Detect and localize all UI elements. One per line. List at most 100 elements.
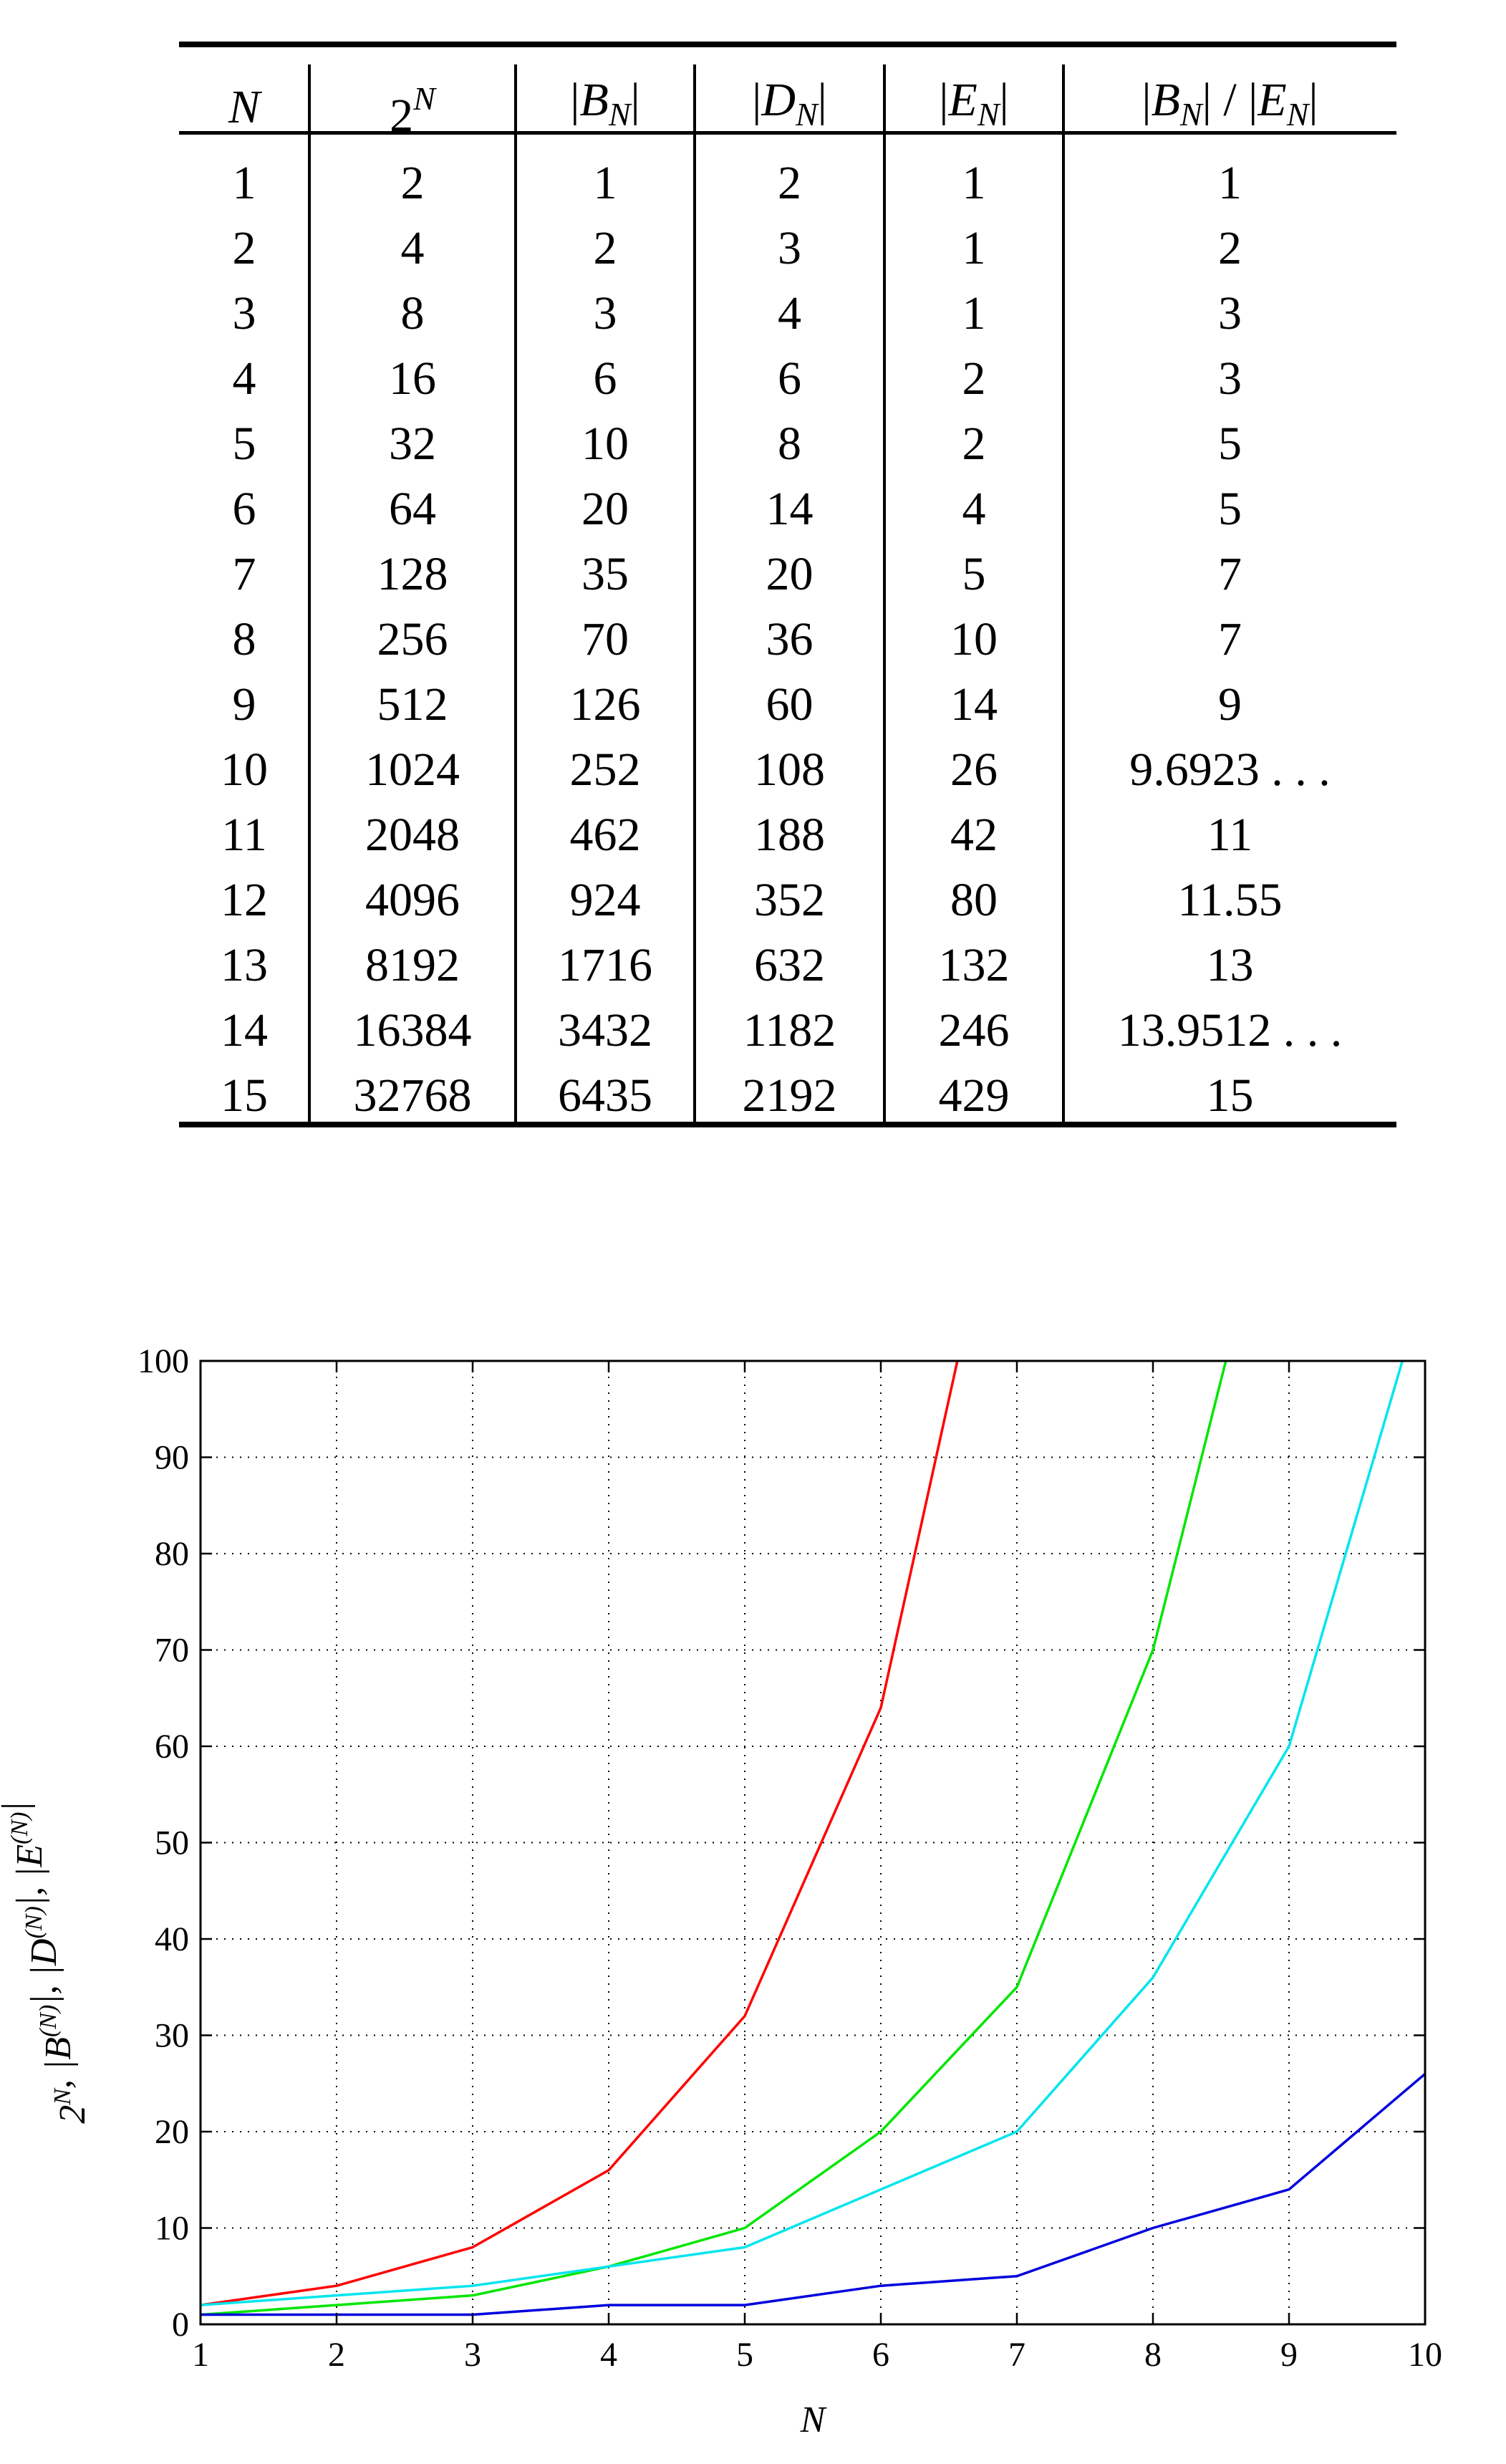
cell-e-n: 14: [950, 678, 998, 731]
y-label-text: , |B: [38, 2037, 79, 2089]
cell-ratio: 13: [1206, 939, 1254, 991]
cell-ratio: 3: [1218, 287, 1242, 340]
cell-e-n: 80: [950, 874, 998, 926]
cell-ratio: 3: [1218, 352, 1242, 405]
y-tick-label: 100: [137, 1347, 189, 1380]
cell-b-n: 2: [593, 222, 617, 274]
cell-b-n: 35: [581, 548, 629, 600]
cell-d-n: 188: [754, 809, 825, 861]
series-line-2: [201, 1361, 1227, 2316]
cell-n: 10: [221, 743, 268, 796]
cell-e-n: 1: [962, 287, 986, 340]
cell-b-n: 462: [569, 809, 641, 861]
cell-d-n: 2: [778, 157, 801, 209]
cell-d-n: 108: [754, 743, 825, 796]
cell-e-n: 5: [962, 548, 986, 600]
cell-b-n: 252: [569, 743, 641, 796]
cell-ratio: 15: [1206, 1069, 1254, 1122]
cell-b-n: 1: [593, 157, 617, 209]
cell-e-n: 1: [962, 157, 986, 209]
cell-2-pow-n: 8: [400, 287, 425, 340]
cell-2-pow-n: 32: [389, 418, 436, 470]
x-tick-label: 8: [1144, 2336, 1162, 2374]
header-2-pow-n: 2N: [390, 80, 435, 142]
table-row: 11 2048 462 188 42 11: [179, 802, 1396, 867]
cell-d-n: 14: [766, 483, 814, 535]
cell-ratio: 11: [1207, 809, 1253, 861]
cell-e-n: 26: [950, 743, 998, 796]
header-n: N: [228, 81, 261, 133]
y-tick-label: 50: [155, 1824, 189, 1862]
y-label-text: |, |E: [9, 1844, 50, 1906]
table-row: 3 8 3 4 1 3: [179, 281, 1396, 346]
cell-n: 6: [232, 483, 256, 535]
header-e-n: |EN|: [939, 74, 1009, 133]
table-row: 10 1024 252 108 26 9.6923 . . .: [179, 737, 1396, 802]
cell-2-pow-n: 2048: [365, 809, 460, 861]
y-tick-label: 0: [172, 2306, 189, 2344]
cell-n: 2: [232, 222, 256, 274]
header-b-n: |BN|: [570, 74, 640, 133]
cell-n: 14: [221, 1004, 268, 1057]
y-label-superscript: (N): [6, 1812, 33, 1844]
cell-ratio: 9: [1218, 678, 1242, 731]
y-tick-label: 30: [155, 2017, 189, 2055]
cell-n: 3: [232, 287, 256, 340]
header-ratio: |BN| / |EN|: [1141, 74, 1318, 133]
cell-d-n: 20: [766, 548, 814, 600]
cell-2-pow-n: 16: [389, 352, 436, 405]
x-tick-label: 9: [1280, 2336, 1298, 2374]
table-row: 14 16384 3432 1182 246 13.9512 . . .: [179, 998, 1396, 1063]
cell-e-n: 4: [962, 483, 986, 535]
y-tick-label: 70: [155, 1632, 189, 1670]
cell-e-n: 132: [938, 939, 1010, 991]
table-row: 7 128 35 20 5 7: [179, 542, 1396, 607]
grid: [201, 1361, 1425, 2324]
y-tick-label: 20: [155, 2113, 189, 2151]
series-lines: [201, 1361, 1425, 2316]
cell-d-n: 632: [754, 939, 825, 991]
cell-d-n: 352: [754, 874, 825, 926]
y-tick-label: 10: [155, 2210, 189, 2248]
cell-n: 1: [232, 157, 256, 209]
cell-2-pow-n: 64: [389, 483, 436, 535]
cell-d-n: 1182: [743, 1004, 836, 1057]
cell-n: 12: [221, 874, 268, 926]
cell-ratio: 5: [1218, 483, 1242, 535]
cell-e-n: 2: [962, 418, 986, 470]
cell-b-n: 6435: [558, 1069, 652, 1122]
table-row: 9 512 126 60 14 9: [179, 672, 1396, 737]
y-label-superscript: N: [49, 2087, 76, 2106]
table-top-rule: [179, 42, 1396, 47]
cell-d-n: 36: [766, 613, 814, 665]
cell-e-n: 246: [938, 1004, 1010, 1057]
column-divider: [883, 64, 886, 1122]
x-axis-label: N: [800, 2400, 828, 2440]
y-tick-label: 80: [155, 1535, 189, 1573]
y-label-superscript: (N): [21, 1906, 47, 1938]
series-line-4: [201, 2072, 1425, 2316]
cell-e-n: 2: [962, 352, 986, 405]
cell-ratio: 11.55: [1177, 874, 1283, 926]
table-header-row: N 2N |BN| |DN| |EN| |BN| / |EN|: [179, 64, 1396, 150]
y-tick-label: 40: [155, 1920, 189, 1958]
table-row: 1 2 1 2 1 1: [179, 150, 1396, 216]
table-row: 2 4 2 3 1 2: [179, 216, 1396, 281]
series-line-3: [201, 1361, 1404, 2306]
cell-2-pow-n: 256: [377, 613, 448, 665]
column-divider: [1062, 64, 1065, 1122]
cell-d-n: 2192: [742, 1069, 837, 1122]
x-tick-label: 10: [1408, 2336, 1442, 2374]
series-line-1: [201, 1361, 959, 2306]
y-axis-label: 2N, |B(N)|, |D(N)|, |E(N)|: [0, 1801, 93, 2124]
cell-d-n: 6: [778, 352, 801, 405]
cell-n: 11: [221, 809, 267, 861]
cell-n: 5: [232, 418, 256, 470]
table-row: 15 32768 6435 2192 429 15: [179, 1063, 1396, 1128]
x-tick-label: 2: [328, 2336, 345, 2374]
cell-2-pow-n: 8192: [365, 939, 460, 991]
